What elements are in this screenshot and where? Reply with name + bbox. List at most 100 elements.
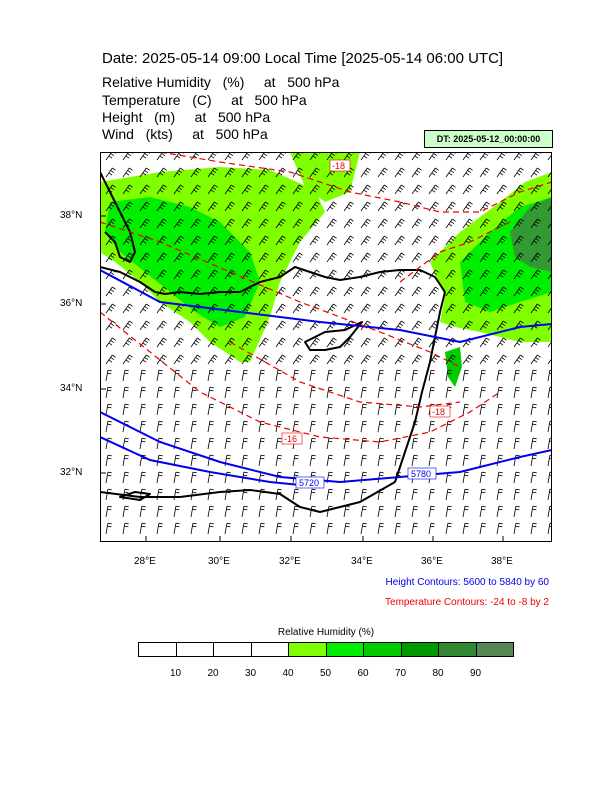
wind-barb <box>530 437 537 450</box>
wind-barb <box>462 218 473 229</box>
map-title: Date: 2025-05-14 09:00 Local Time [2025-… <box>102 50 504 67</box>
wind-barb <box>360 337 371 348</box>
colorbar-label: 40 <box>282 668 294 679</box>
wind-barb <box>122 403 129 416</box>
wind-barb <box>156 337 167 348</box>
wind-barb <box>258 403 265 416</box>
wind-barb <box>258 437 265 450</box>
wind-barb <box>411 184 422 195</box>
wind-barb <box>496 488 503 501</box>
wind-barb <box>190 286 201 297</box>
wind-barb <box>343 403 350 416</box>
wind-barb <box>326 488 333 501</box>
wind-barb <box>173 252 184 263</box>
wind-barb <box>394 320 405 331</box>
lon-label-36: 36°E <box>421 556 443 567</box>
wind-barb <box>360 218 371 229</box>
wind-barb <box>479 386 486 399</box>
wind-barb <box>207 235 218 246</box>
wind-barb <box>513 269 524 280</box>
wind-barb <box>445 488 452 501</box>
temperature-label-1: -16 <box>284 434 297 444</box>
wind-barb <box>462 235 473 246</box>
wind-barb <box>105 337 116 348</box>
wind-barb <box>377 252 388 263</box>
wind-barb <box>190 522 197 535</box>
wind-barb <box>156 522 163 535</box>
wind-barb <box>496 369 503 382</box>
wind-barb <box>207 218 218 229</box>
wind-barb <box>479 286 490 297</box>
wind-barb <box>173 235 184 246</box>
wind-barb <box>360 505 367 518</box>
wind-barb <box>343 184 354 195</box>
wind-barb <box>496 403 503 416</box>
wind-barb <box>258 167 269 178</box>
lat-label-34: 34°N <box>60 383 83 394</box>
temperature-label-3: -18 <box>332 161 345 171</box>
wind-barb <box>292 201 303 212</box>
wind-barb <box>275 167 286 178</box>
wind-barb <box>139 403 146 416</box>
wind-barb <box>326 201 337 212</box>
wind-barb <box>394 218 405 229</box>
height-contour-5720 <box>100 436 321 488</box>
wind-barb <box>411 201 422 212</box>
wind-barb <box>479 235 490 246</box>
variable-row-temperature: Temperature (C) at 500 hPa <box>102 92 307 108</box>
wind-barb <box>343 369 350 382</box>
wind-barb <box>224 369 231 382</box>
wind-barb <box>173 269 184 280</box>
wind-barb <box>428 201 439 212</box>
wind-barb <box>190 505 197 518</box>
wind-barb <box>105 420 112 433</box>
wind-barb <box>207 252 218 263</box>
wind-barb <box>411 320 422 331</box>
wind-barb <box>275 454 282 467</box>
wind-barb <box>394 286 405 297</box>
wind-barb <box>241 303 252 314</box>
wind-barb <box>258 286 269 297</box>
wind-barb <box>156 303 167 314</box>
wind-barb <box>105 522 112 535</box>
wind-barb <box>224 201 235 212</box>
wind-barb <box>224 235 235 246</box>
wind-barb <box>258 386 265 399</box>
wind-barb <box>224 337 235 348</box>
wind-barb <box>258 184 269 195</box>
wind-barb <box>411 269 422 280</box>
wind-barb <box>139 437 146 450</box>
wind-barb <box>496 252 507 263</box>
wind-barb <box>224 354 235 365</box>
wind-barb <box>190 201 201 212</box>
island-cyprus <box>304 321 363 351</box>
colorbar-swatch <box>138 642 177 657</box>
wind-barb <box>428 488 435 501</box>
wind-barb <box>462 522 469 535</box>
wind-barb <box>207 403 214 416</box>
wind-barb <box>462 471 469 484</box>
wind-barb <box>326 320 337 331</box>
wind-barb <box>360 454 367 467</box>
wind-barb <box>377 303 388 314</box>
wind-barb <box>207 201 218 212</box>
humidity-region-levant <box>445 347 462 387</box>
wind-barb <box>377 437 384 450</box>
wind-barb <box>309 167 320 178</box>
wind-barb <box>292 522 299 535</box>
wind-barb <box>360 403 367 416</box>
wind-barb <box>207 184 218 195</box>
wind-barb <box>411 437 418 450</box>
lon-label-28: 28°E <box>134 556 156 567</box>
wind-barb <box>156 505 163 518</box>
wind-barb <box>309 403 316 416</box>
wind-barb <box>122 369 129 382</box>
colorbar-swatch <box>438 642 477 657</box>
wind-barb <box>326 522 333 535</box>
lon-label-32: 32°E <box>279 556 301 567</box>
wind-barb <box>139 471 146 484</box>
wind-barb <box>122 201 133 212</box>
wind-barb <box>496 269 507 280</box>
wind-barb <box>190 218 201 229</box>
wind-barb <box>224 420 231 433</box>
